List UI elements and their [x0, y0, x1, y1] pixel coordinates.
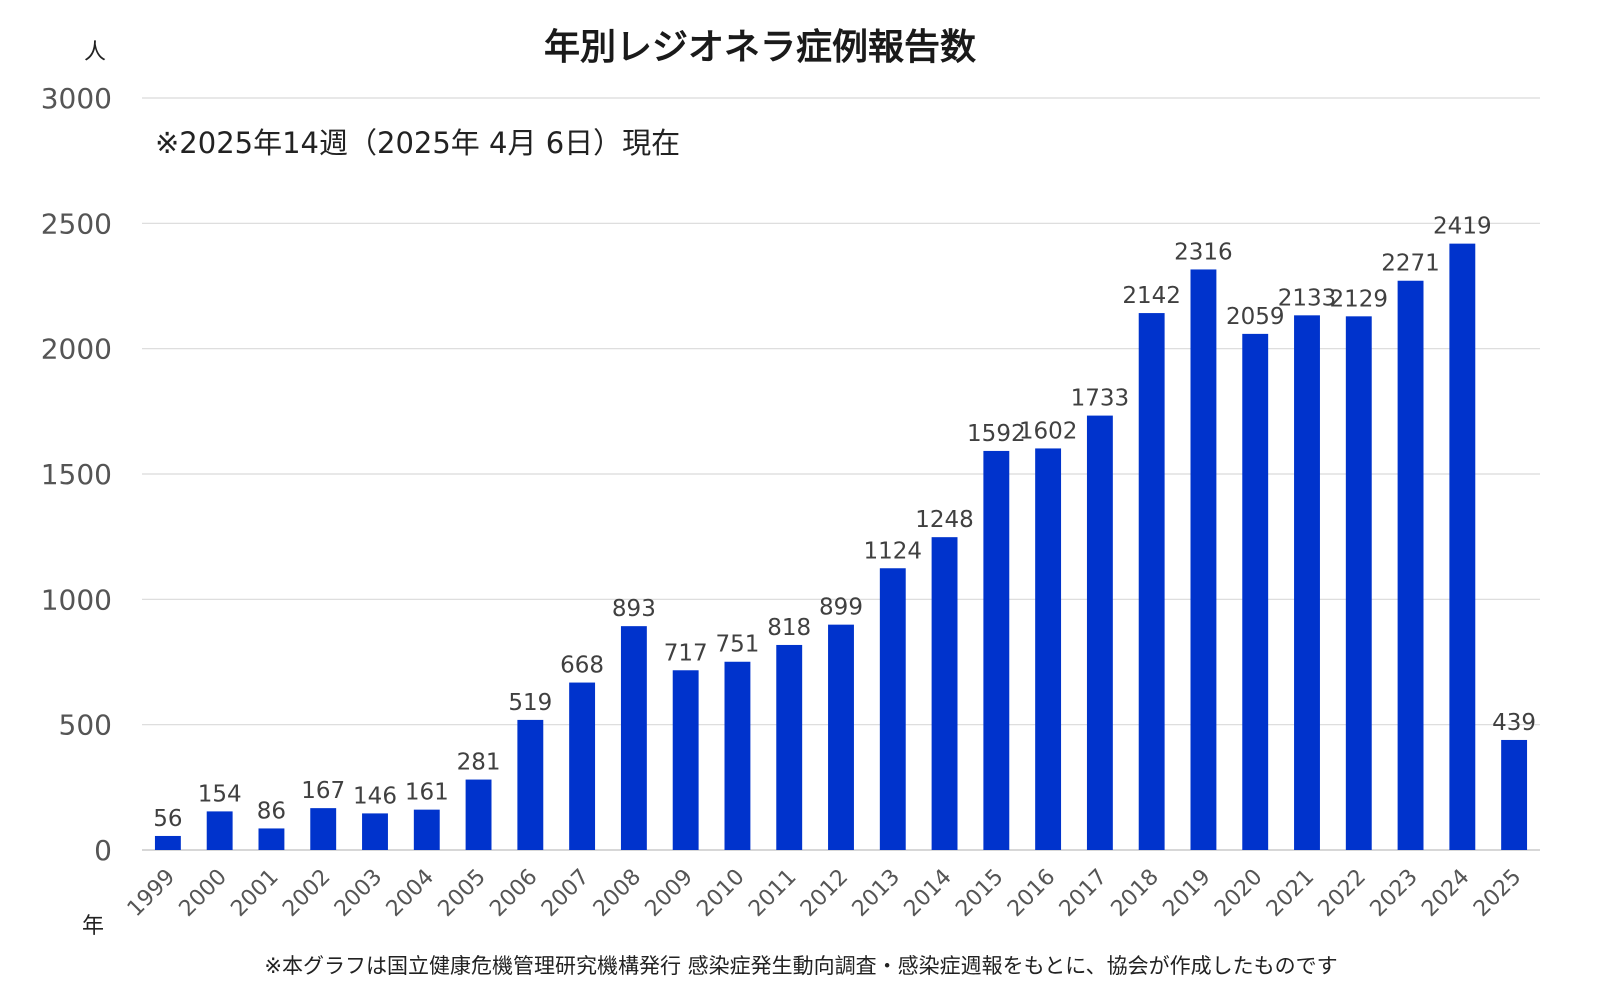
- as-of-note: ※2025年14週（2025年 4月 6日）現在: [155, 126, 681, 160]
- x-axis-unit-label: 年: [82, 914, 105, 939]
- bar: [828, 624, 854, 850]
- bar: [724, 661, 751, 850]
- data-label: 899: [819, 595, 863, 621]
- data-label: 86: [257, 798, 286, 824]
- bar: [517, 719, 544, 850]
- x-tick-label: 2006: [485, 865, 542, 922]
- data-label: 2133: [1278, 285, 1337, 311]
- x-tick-label: 2018: [1107, 865, 1164, 922]
- x-tick-label: 2019: [1158, 865, 1215, 922]
- x-tick-label: 2012: [796, 865, 853, 922]
- data-label: 161: [405, 780, 449, 806]
- x-tick-label: 2005: [434, 865, 491, 922]
- chart-title: 年別レジオネラ症例報告数: [543, 27, 976, 68]
- y-tick-label: 2500: [41, 207, 112, 240]
- data-label: 56: [153, 806, 182, 832]
- x-tick-label: 2002: [278, 865, 335, 922]
- data-label: 1124: [864, 538, 923, 564]
- bar: [362, 813, 388, 850]
- x-tick-label: 2020: [1210, 865, 1267, 922]
- data-label: 154: [198, 781, 242, 807]
- data-label: 439: [1492, 710, 1536, 736]
- bar: [206, 811, 233, 850]
- bar: [1086, 415, 1113, 850]
- data-label: 2129: [1330, 286, 1389, 312]
- x-tick-label: 2001: [226, 865, 283, 922]
- x-tick-label: 2000: [175, 865, 232, 922]
- data-label: 1592: [967, 421, 1026, 447]
- y-tick-label: 0: [94, 834, 112, 867]
- x-tick-label: 2022: [1314, 865, 1371, 922]
- x-tick-label: 2003: [330, 865, 387, 922]
- x-tick-label: 2016: [1003, 865, 1060, 922]
- bar: [931, 537, 958, 850]
- data-label: 2316: [1174, 239, 1233, 265]
- x-tick-label: 2007: [537, 865, 594, 922]
- bar: [1138, 313, 1165, 850]
- bar: [258, 828, 285, 850]
- x-tick-label: 2025: [1469, 865, 1526, 922]
- data-label: 2059: [1226, 304, 1285, 330]
- y-tick-label: 1500: [41, 458, 112, 491]
- y-axis-unit-label: 人: [84, 40, 107, 65]
- x-tick-label: 2011: [744, 865, 801, 922]
- bar: [1242, 333, 1269, 850]
- y-tick-label: 3000: [41, 82, 112, 115]
- y-tick-label: 2000: [41, 333, 112, 366]
- data-label: 146: [353, 783, 397, 809]
- data-label: 281: [457, 750, 501, 776]
- x-tick-label: 2004: [382, 865, 439, 922]
- source-note: ※本グラフは国立健康危機管理研究機構発行 感染症発生動向調査・感染症週報をもとに…: [264, 954, 1338, 978]
- x-tick-label: 2013: [848, 865, 905, 922]
- bar: [776, 644, 803, 850]
- bar: [1294, 315, 1320, 850]
- bar: [1190, 269, 1217, 850]
- bar: [1397, 280, 1424, 851]
- data-label: 519: [508, 690, 552, 716]
- data-label: 1602: [1019, 418, 1078, 444]
- data-label: 893: [612, 596, 656, 622]
- data-label: 717: [664, 640, 708, 666]
- bar: [620, 626, 647, 850]
- x-tick-label: 2023: [1366, 865, 1423, 922]
- bar: [879, 568, 906, 850]
- bar: [310, 808, 337, 850]
- x-tick-label: 2009: [641, 865, 698, 922]
- data-label: 167: [301, 778, 345, 804]
- bar: [1035, 448, 1062, 850]
- x-tick-label: 2024: [1417, 865, 1474, 922]
- data-label: 2142: [1122, 283, 1181, 309]
- data-label: 2271: [1381, 251, 1440, 277]
- data-label: 818: [767, 615, 811, 641]
- data-label: 2419: [1433, 214, 1492, 240]
- bar: [1449, 243, 1476, 850]
- bar: [1501, 739, 1528, 850]
- bar: [672, 670, 699, 850]
- data-label: 1733: [1071, 386, 1130, 412]
- bar: [569, 682, 596, 850]
- data-label: 1248: [915, 507, 974, 533]
- x-tick-label: 2017: [1055, 865, 1112, 922]
- bar: [983, 450, 1010, 850]
- y-tick-label: 500: [59, 709, 112, 742]
- x-tick-label: 1999: [123, 865, 180, 922]
- bar: [154, 835, 181, 850]
- x-tick-label: 2015: [951, 865, 1008, 922]
- data-label: 668: [560, 653, 604, 679]
- x-tick-label: 2008: [589, 865, 646, 922]
- bar: [1345, 316, 1372, 850]
- y-tick-label: 1000: [41, 583, 112, 616]
- bar: [413, 809, 440, 850]
- bar: [465, 779, 492, 850]
- data-label: 751: [715, 632, 759, 658]
- x-tick-label: 2010: [692, 865, 749, 922]
- x-tick-label: 2021: [1262, 865, 1319, 922]
- x-tick-label: 2014: [900, 865, 957, 922]
